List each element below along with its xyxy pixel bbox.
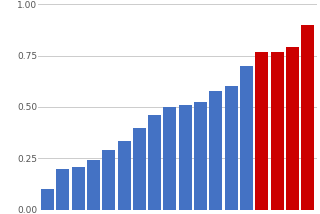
Bar bbox=[301, 25, 314, 210]
Bar bbox=[117, 141, 131, 210]
Bar bbox=[56, 169, 69, 210]
Bar bbox=[41, 189, 54, 210]
Bar bbox=[148, 115, 161, 210]
Bar bbox=[102, 150, 115, 210]
Bar bbox=[225, 86, 238, 210]
Bar bbox=[286, 48, 299, 210]
Bar bbox=[87, 160, 100, 210]
Bar bbox=[240, 66, 253, 210]
Bar bbox=[209, 91, 222, 210]
Bar bbox=[194, 102, 207, 210]
Bar bbox=[164, 107, 176, 210]
Bar bbox=[270, 52, 284, 210]
Bar bbox=[255, 52, 268, 210]
Bar bbox=[179, 104, 192, 210]
Bar bbox=[72, 166, 85, 210]
Bar bbox=[133, 128, 146, 210]
